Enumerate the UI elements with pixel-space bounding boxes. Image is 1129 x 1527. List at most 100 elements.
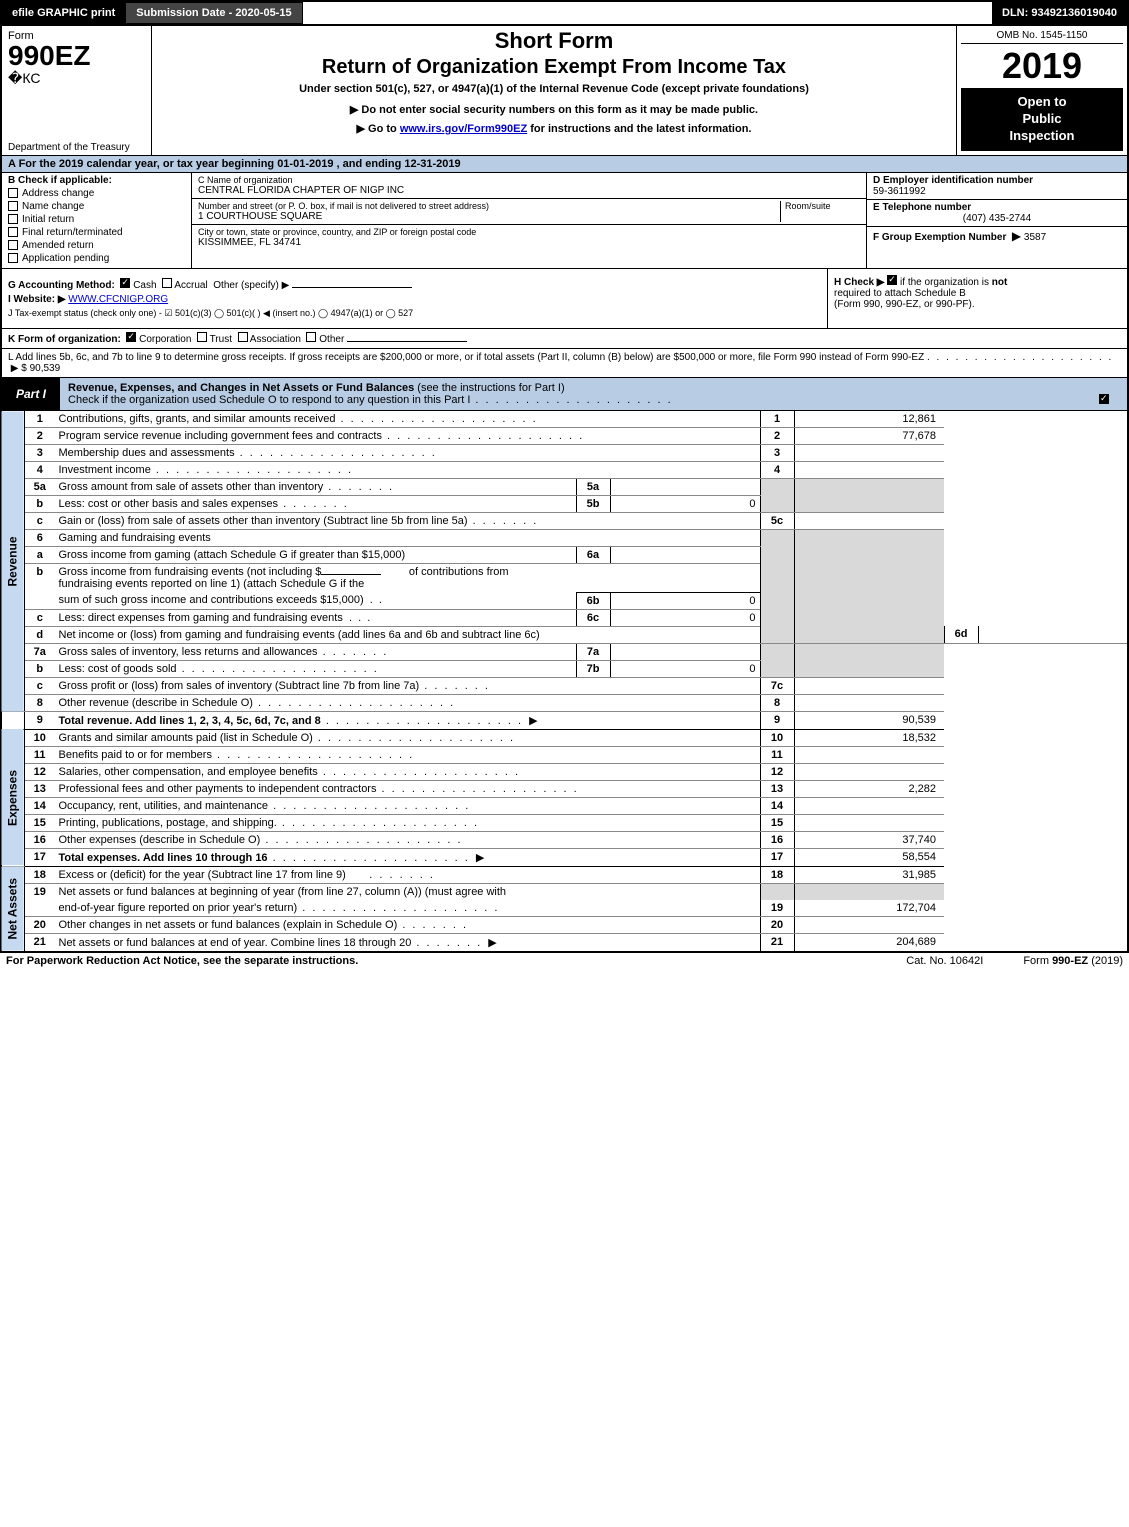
ghij-left: G Accounting Method: Cash Accrual Other … (2, 269, 827, 328)
line-6c-value: 0 (610, 609, 760, 626)
cb-application-pending[interactable]: Application pending (8, 253, 185, 264)
gross-receipts-value: 90,539 (30, 363, 61, 374)
section-ghij: G Accounting Method: Cash Accrual Other … (0, 269, 1129, 329)
cb-initial-return[interactable]: Initial return (8, 214, 185, 225)
row-a-tax-year: A For the 2019 calendar year, or tax yea… (0, 156, 1129, 173)
row-h: H Check ▶ if the organization is not req… (827, 269, 1127, 328)
cb-association[interactable] (238, 332, 248, 342)
side-tab-net-assets: Net Assets (1, 866, 25, 952)
cb-other-org[interactable] (306, 332, 316, 342)
cb-amended-return[interactable]: Amended return (8, 240, 185, 251)
ein-value: 59-3611992 (873, 186, 1121, 197)
form-title-block: Short Form Return of Organization Exempt… (152, 26, 957, 155)
part-i-tab: Part I (2, 378, 60, 410)
omb-number: OMB No. 1545-1150 (961, 30, 1123, 44)
subtitle: Under section 501(c), 527, or 4947(a)(1)… (160, 83, 948, 95)
dln: DLN: 93492136019040 (992, 2, 1127, 24)
row-l: L Add lines 5b, 6c, and 7b to line 9 to … (0, 349, 1129, 378)
row-i: I Website: ▶ WWW.CFCNIGP.ORG (8, 294, 821, 305)
header-right-block: OMB No. 1545-1150 2019 Open to Public In… (957, 26, 1127, 155)
paperwork-notice: For Paperwork Reduction Act Notice, see … (6, 955, 358, 967)
line-3-value (794, 444, 944, 461)
line-18-value: 31,985 (794, 866, 944, 883)
line-9-value: 90,539 (794, 711, 944, 729)
line-21-value: 204,689 (794, 933, 944, 952)
org-city-row: City or town, state or province, country… (192, 225, 866, 250)
line-13-value: 2,282 (794, 780, 944, 797)
line-11-value (794, 746, 944, 763)
line-1-value: 12,861 (794, 411, 944, 428)
cb-cash[interactable] (120, 278, 130, 288)
do-not-enter-ssn: ▶ Do not enter social security numbers o… (160, 103, 948, 116)
page-footer: For Paperwork Reduction Act Notice, see … (0, 953, 1129, 969)
line-20-value (794, 916, 944, 933)
col-def: D Employer identification number 59-3611… (867, 173, 1127, 268)
line-4-value (794, 461, 944, 478)
line-8-value (794, 694, 944, 711)
return-title: Return of Organization Exempt From Incom… (160, 56, 948, 79)
room-suite-hint: Room/suite (785, 201, 860, 211)
part-i-header: Part I Revenue, Expenses, and Changes in… (0, 378, 1129, 411)
cb-trust[interactable] (197, 332, 207, 342)
cat-number: Cat. No. 10642I (906, 955, 983, 967)
form-id-block: Form 990EZ �КС Department of the Treasur… (2, 26, 152, 155)
cb-schedule-b-not-required[interactable] (887, 275, 897, 285)
irs-link[interactable]: www.irs.gov/Form990EZ (400, 123, 527, 135)
org-name-row: C Name of organization CENTRAL FLORIDA C… (192, 173, 866, 199)
line-5a-value (610, 478, 760, 495)
info-grid: B Check if applicable: Address change Na… (0, 173, 1129, 269)
line-14-value (794, 797, 944, 814)
line-7c-value (794, 677, 944, 694)
col-c-org-info: C Name of organization CENTRAL FLORIDA C… (192, 173, 867, 268)
group-exemption-value: 3587 (1024, 232, 1046, 243)
open-to-public: Open to Public Inspection (961, 88, 1123, 151)
line-6d-value (978, 626, 1128, 643)
top-bar: efile GRAPHIC print Submission Date - 20… (0, 0, 1129, 26)
line-6a-value (610, 546, 760, 563)
efile-graphic-print[interactable]: efile GRAPHIC print (2, 2, 125, 24)
cb-schedule-o-used[interactable] (1099, 394, 1109, 404)
line-2-value: 77,678 (794, 427, 944, 444)
cb-corporation[interactable] (126, 332, 136, 342)
line-5c-value (794, 512, 944, 529)
line-19-value: 172,704 (794, 900, 944, 917)
phone-value: (407) 435-2744 (873, 213, 1121, 224)
form-footer: Form 990-EZ (2019) (1023, 955, 1123, 967)
col-b-label: B Check if applicable: (8, 175, 185, 186)
dept-treasury: Department of the Treasury Internal Reve… (8, 142, 145, 153)
org-address: 1 COURTHOUSE SQUARE (198, 211, 780, 222)
form-header: Form 990EZ �КС Department of the Treasur… (0, 26, 1129, 156)
org-city: KISSIMMEE, FL 34741 (198, 237, 860, 248)
org-address-row: Number and street (or P. O. box, if mail… (192, 199, 866, 225)
cb-name-change[interactable]: Name change (8, 201, 185, 212)
website-link[interactable]: WWW.CFCNIGP.ORG (68, 294, 168, 305)
short-form-title: Short Form (160, 28, 948, 54)
side-tab-revenue: Revenue (1, 411, 25, 712)
col-b-check-applicable: B Check if applicable: Address change Na… (2, 173, 192, 268)
line-16-value: 37,740 (794, 831, 944, 848)
side-tab-expenses: Expenses (1, 729, 25, 866)
row-g: G Accounting Method: Cash Accrual Other … (8, 278, 821, 291)
ein-row: D Employer identification number 59-3611… (867, 173, 1127, 200)
group-exemption-row: F Group Exemption Number ▶ 3587 (867, 227, 1127, 245)
line-7a-value (610, 643, 760, 660)
org-name: CENTRAL FLORIDA CHAPTER OF NIGP INC (198, 185, 860, 196)
phone-row: E Telephone number (407) 435-2744 (867, 200, 1127, 227)
submission-date: Submission Date - 2020-05-15 (125, 2, 302, 24)
row-k: K Form of organization: Corporation Trus… (0, 329, 1129, 349)
part-i-title: Revenue, Expenses, and Changes in Net As… (60, 378, 1127, 410)
line-7b-value: 0 (610, 660, 760, 677)
line-17-value: 58,554 (794, 848, 944, 866)
goto-instructions: ▶ Go to www.irs.gov/Form990EZ for instru… (160, 122, 948, 135)
form-number: 990EZ (8, 42, 145, 70)
cb-address-change[interactable]: Address change (8, 188, 185, 199)
cb-final-return[interactable]: Final return/terminated (8, 227, 185, 238)
cb-accrual[interactable] (162, 278, 172, 288)
line-10-value: 18,532 (794, 729, 944, 746)
line-6b-value: 0 (610, 592, 760, 609)
part-i-table: Revenue 1 Contributions, gifts, grants, … (0, 411, 1129, 953)
tax-year: 2019 (961, 48, 1123, 84)
line-12-value (794, 763, 944, 780)
row-j: J Tax-exempt status (check only one) - ☑… (8, 308, 821, 319)
line-5b-value: 0 (610, 495, 760, 512)
